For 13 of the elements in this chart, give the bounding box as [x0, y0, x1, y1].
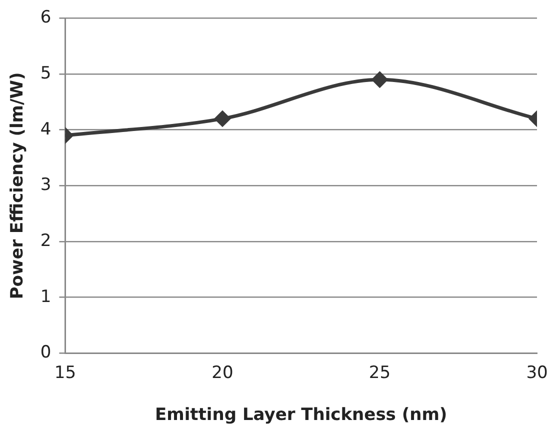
x-tick-label: 15 — [54, 362, 76, 383]
x-tick-label: 30 — [526, 362, 548, 383]
x-axis-title: Emitting Layer Thickness (nm) — [155, 405, 448, 426]
x-tick-label: 20 — [212, 362, 234, 383]
y-tick-label: 0 — [40, 342, 52, 363]
y-tick-label: 3 — [40, 175, 52, 196]
x-tick-label: 25 — [368, 362, 391, 383]
y-tick-label: 4 — [40, 119, 52, 140]
y-tick-label: 6 — [40, 8, 52, 28]
y-tick-label: 1 — [40, 286, 52, 307]
y-tick-label: 5 — [40, 63, 52, 84]
y-axis-title: Power Efficiency (lm/W) — [8, 72, 28, 300]
y-tick-label: 2 — [40, 230, 52, 251]
